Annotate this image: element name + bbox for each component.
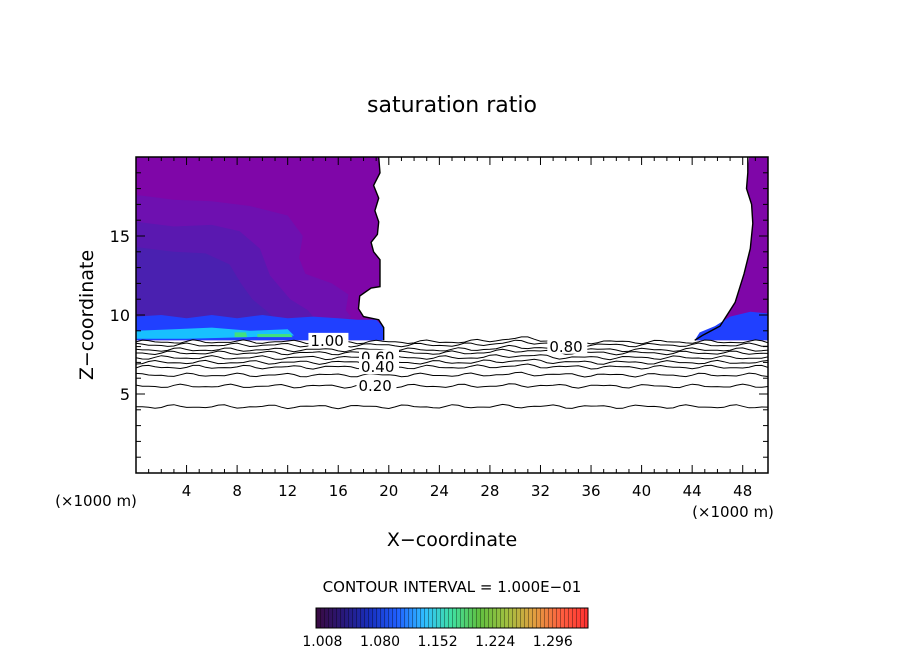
y-axis-label: Z−coordinate	[76, 250, 98, 380]
contour-line-0.8	[136, 344, 768, 353]
fill-band-left-green-2	[257, 334, 293, 338]
x-unit-right: (×1000 m)	[692, 503, 774, 521]
x-tick-label: 4	[182, 482, 192, 500]
colorbar-label: 1.008	[302, 634, 342, 650]
contour-line-0.3	[136, 371, 768, 378]
x-tick-label: 8	[232, 482, 242, 500]
contour-line-0.4	[136, 363, 768, 370]
x-tick-label: 28	[480, 482, 499, 500]
colorbar-label: 1.152	[418, 634, 458, 650]
contour-lines	[136, 157, 768, 410]
x-tick-label: 48	[733, 482, 752, 500]
contour-line-1.0	[136, 336, 768, 345]
fill-band-left-green	[234, 332, 248, 338]
contour-line-0.5	[136, 358, 768, 365]
fill-region-left-core	[136, 247, 278, 322]
contour-labels: 1.00 0.800.600.400.20	[308, 332, 588, 395]
y-tick-label: 5	[120, 385, 130, 404]
contour-label-bg	[356, 378, 397, 394]
x-tick-label: 36	[581, 482, 600, 500]
contour-label-bg	[308, 332, 349, 348]
y-axis-ticks: 5 10 15	[110, 172, 768, 458]
fill-region-right-outer	[694, 157, 768, 341]
contour-label-1.00: 1.00	[310, 332, 343, 350]
x-tick-label: 32	[531, 482, 550, 500]
colorbar-labels: 1.008 1.080 1.152 1.224 1.296	[302, 634, 573, 650]
x-tick-label: 12	[278, 482, 297, 500]
x-unit-left: (×1000 m)	[55, 492, 137, 510]
x-tick-label: 24	[430, 482, 449, 500]
colorbar-stripes	[316, 608, 588, 628]
contour-line-0.2	[136, 383, 768, 389]
colorbar-label: 1.224	[475, 634, 515, 650]
x-tick-label: 44	[683, 482, 702, 500]
y-tick-label: 15	[110, 227, 130, 246]
chart-title: saturation ratio	[367, 93, 537, 118]
x-axis-ticks: 4 8 12 16 20 24 28 32 36 40 44 48	[148, 157, 756, 500]
x-tick-label: 20	[379, 482, 398, 500]
contour-line-0.6	[136, 354, 768, 361]
contour-label-0.80: 0.80	[549, 338, 582, 356]
contour-label-0.20: 0.20	[358, 377, 391, 395]
y-tick-label: 10	[110, 306, 130, 325]
contour-interval-label: CONTOUR INTERVAL = 1.000E−01	[323, 578, 582, 596]
cloud-edge-line	[357, 157, 385, 341]
fill-band-right	[694, 311, 768, 341]
filled-contours	[136, 157, 768, 341]
contour-line-0.7	[136, 348, 768, 356]
contour-line-0.9	[136, 339, 768, 348]
x-axis-label: X−coordinate	[387, 529, 517, 551]
contour-label-bg	[547, 338, 588, 354]
fill-band-left-bright	[136, 327, 294, 339]
colorbar-label: 1.080	[360, 634, 400, 650]
colorbar-label: 1.296	[533, 634, 573, 650]
x-tick-label: 16	[329, 482, 348, 500]
contour-line-0.1	[136, 403, 768, 410]
contour-label-0.40: 0.40	[361, 358, 394, 376]
contour-label-bg	[358, 359, 399, 375]
x-tick-label: 40	[632, 482, 651, 500]
cloud-edge-line	[694, 157, 754, 341]
